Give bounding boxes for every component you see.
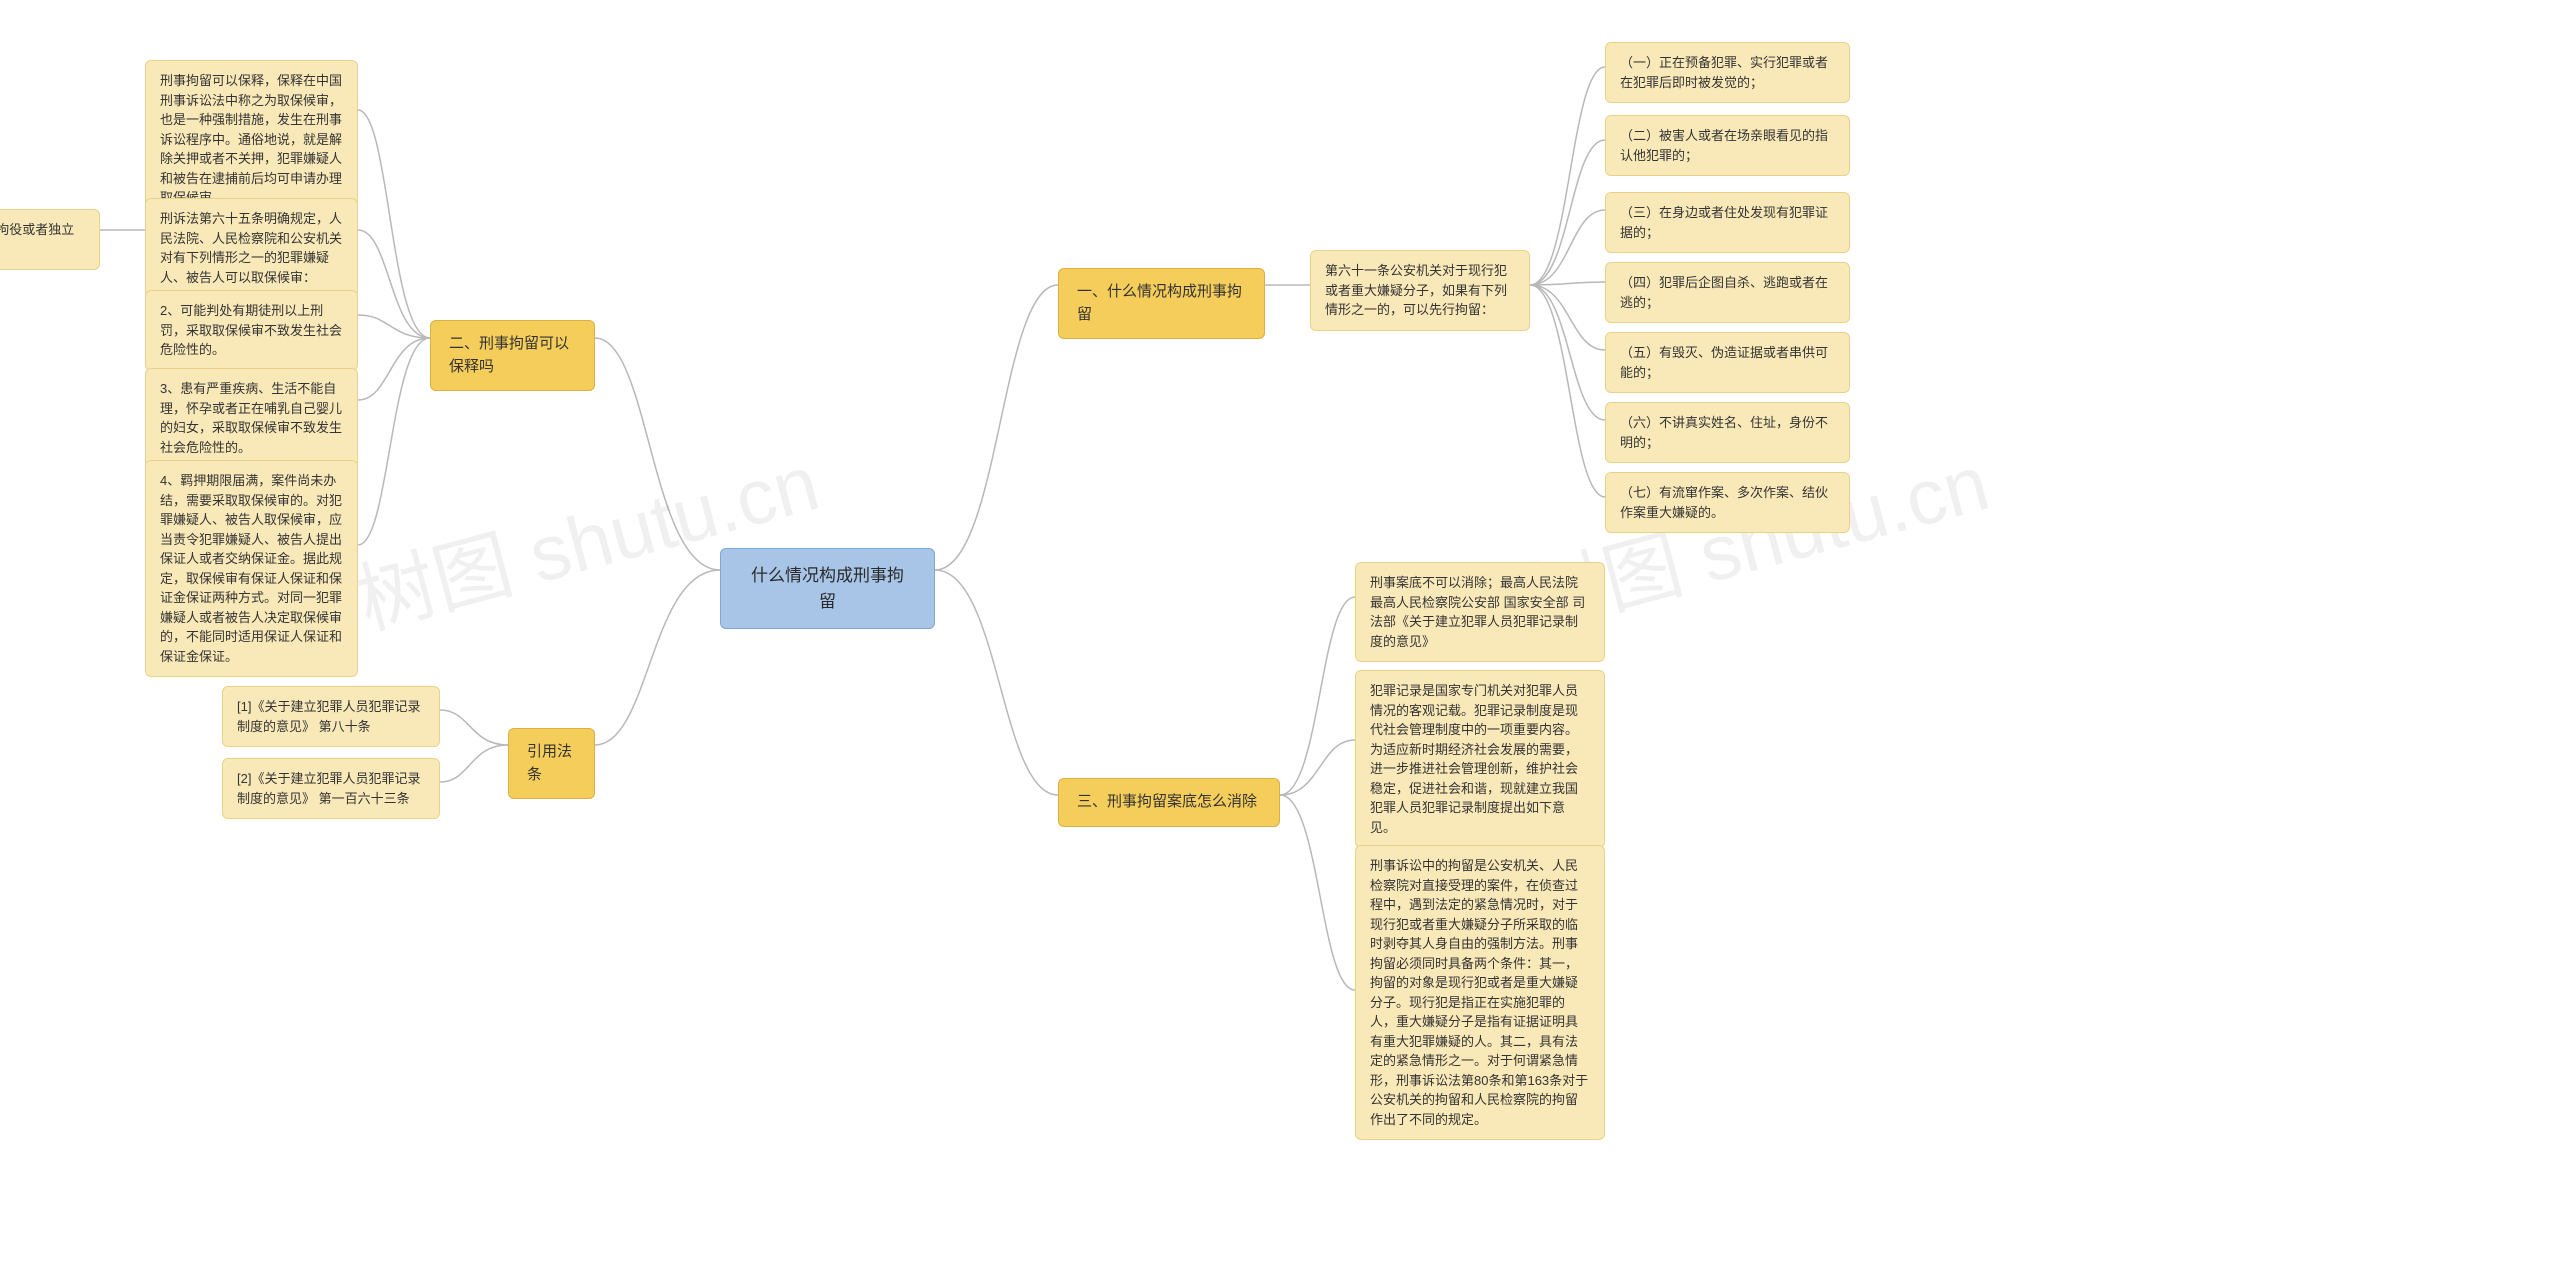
leaf-3-2: 犯罪记录是国家专门机关对犯罪人员情况的客观记载。犯罪记录制度是现代社会管理制度中… <box>1355 670 1605 848</box>
leaf-2-5: 4、羁押期限届满，案件尚未办结，需要采取取保候审的。对犯罪嫌疑人、被告人取保候审… <box>145 460 358 677</box>
leaf-1-2: （二）被害人或者在场亲眼看见的指认他犯罪的； <box>1605 115 1850 176</box>
leaf-2-2-sub: 1、可能判处管制、拘役或者独立适用附加刑的。 <box>0 209 100 270</box>
leaf-1-7: （七）有流窜作案、多次作案、结伙作案重大嫌疑的。 <box>1605 472 1850 533</box>
leaf-cite-2: [2]《关于建立犯罪人员犯罪记录制度的意见》 第一百六十三条 <box>222 758 440 819</box>
leaf-1-5: （五）有毁灭、伪造证据或者串供可能的； <box>1605 332 1850 393</box>
leaf-1-3: （三）在身边或者住处发现有犯罪证据的； <box>1605 192 1850 253</box>
leaf-1-6: （六）不讲真实姓名、住址，身份不明的； <box>1605 402 1850 463</box>
leaf-1-4: （四）犯罪后企图自杀、逃跑或者在逃的； <box>1605 262 1850 323</box>
leaf-2-3: 2、可能判处有期徒刑以上刑罚，采取取保候审不致发生社会危险性的。 <box>145 290 358 371</box>
leaf-2-4: 3、患有严重疾病、生活不能自理，怀孕或者正在哺乳自己婴儿的妇女，采取取保候审不致… <box>145 368 358 468</box>
leaf-1-1: （一）正在预备犯罪、实行犯罪或者在犯罪后即时被发觉的； <box>1605 42 1850 103</box>
sub-node-article61: 第六十一条公安机关对于现行犯或者重大嫌疑分子，如果有下列情形之一的，可以先行拘留… <box>1310 250 1530 331</box>
branch-section-2[interactable]: 二、刑事拘留可以保释吗 <box>430 320 595 391</box>
connector-layer <box>0 0 2560 1265</box>
leaf-3-1: 刑事案底不可以消除；最高人民法院 最高人民检察院公安部 国家安全部 司法部《关于… <box>1355 562 1605 662</box>
leaf-2-1: 刑事拘留可以保释，保释在中国刑事诉讼法中称之为取保候审，也是一种强制措施，发生在… <box>145 60 358 219</box>
branch-section-3[interactable]: 三、刑事拘留案底怎么消除 <box>1058 778 1280 827</box>
leaf-3-3: 刑事诉讼中的拘留是公安机关、人民检察院对直接受理的案件，在侦查过程中，遇到法定的… <box>1355 845 1605 1140</box>
leaf-2-2: 刑诉法第六十五条明确规定，人民法院、人民检察院和公安机关对有下列情形之一的犯罪嫌… <box>145 198 358 298</box>
branch-citations[interactable]: 引用法条 <box>508 728 595 799</box>
branch-section-1[interactable]: 一、什么情况构成刑事拘留 <box>1058 268 1265 339</box>
root-node[interactable]: 什么情况构成刑事拘留 <box>720 548 935 629</box>
leaf-cite-1: [1]《关于建立犯罪人员犯罪记录制度的意见》 第八十条 <box>222 686 440 747</box>
